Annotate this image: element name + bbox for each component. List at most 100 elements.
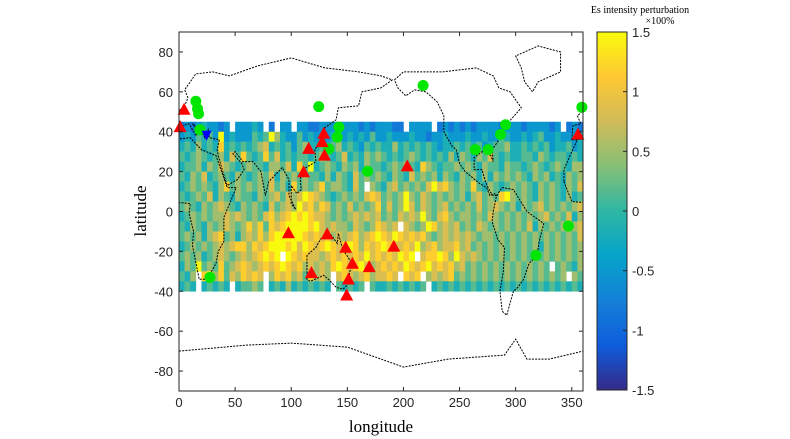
heatmap-cell (420, 141, 427, 152)
heatmap-cell (324, 251, 331, 262)
heatmap-cell (352, 241, 359, 252)
heatmap-cell (268, 201, 275, 212)
heatmap-cell (493, 231, 500, 242)
heatmap-cell (280, 271, 286, 282)
heatmap-cell (268, 131, 275, 142)
heatmap-cell (487, 281, 494, 292)
heatmap-cell (577, 221, 583, 232)
heatmap-cell (296, 221, 303, 232)
heatmap-cell (543, 281, 550, 292)
heatmap-cell (358, 201, 365, 212)
heatmap-cell (566, 281, 573, 292)
heatmap-cell (319, 241, 326, 252)
heatmap-cell (381, 161, 387, 172)
heatmap-cell (397, 151, 404, 162)
heatmap-cell (190, 131, 197, 142)
heatmap-cell (285, 151, 292, 162)
colorbar-unit: ×100% (646, 16, 675, 27)
heatmap-cell (184, 171, 191, 182)
heatmap-cell (285, 201, 292, 212)
heatmap-cell (526, 151, 533, 162)
heatmap-cell (381, 211, 387, 222)
heatmap-cell (246, 201, 253, 212)
heatmap-cell (498, 281, 505, 292)
heatmap-cell (296, 191, 303, 202)
heatmap-cell (268, 191, 275, 202)
heatmap-cell (358, 261, 365, 272)
green-circle-marker (333, 121, 345, 133)
heatmap-cell (347, 231, 354, 242)
heatmap-cell (482, 121, 488, 133)
heatmap-cell (341, 181, 348, 192)
heatmap-cell (515, 161, 522, 172)
heatmap-cell (504, 131, 511, 142)
heatmap-cell (526, 281, 533, 292)
heatmap-cell (375, 251, 382, 262)
heatmap-cell (201, 251, 208, 262)
heatmap-cell (364, 211, 371, 222)
heatmap-cell (392, 231, 399, 242)
heatmap-cell (392, 261, 399, 272)
red-triangle-marker (173, 120, 187, 133)
heatmap-cell (280, 221, 286, 232)
heatmap-cell (179, 151, 185, 162)
heatmap-cell (403, 231, 410, 242)
heatmap-cell (459, 231, 466, 242)
heatmap-cell (476, 221, 483, 232)
heatmap-cell (442, 211, 449, 222)
heatmap-cell (240, 201, 247, 212)
heatmap-cell (358, 281, 365, 292)
heatmap-cell (336, 211, 343, 222)
heatmap-cell (212, 231, 219, 242)
heatmap-cell (577, 201, 583, 212)
heatmap-cell (285, 281, 292, 292)
heatmap-cell (212, 141, 219, 152)
heatmap-cell (324, 271, 331, 282)
heatmap-cell (229, 211, 236, 222)
heatmap-cell (263, 181, 270, 192)
heatmap-cell (493, 271, 500, 282)
heatmap-cell (240, 221, 247, 232)
heatmap-cell (352, 231, 359, 242)
heatmap-cell (341, 131, 348, 142)
heatmap-cell (392, 281, 399, 292)
heatmap-cell (510, 261, 516, 272)
colorbar-tick-label: -1.5 (632, 383, 654, 398)
heatmap-cell (246, 191, 253, 202)
heatmap-cell (375, 131, 382, 142)
heatmap-cell (336, 171, 343, 182)
heatmap-cell (453, 281, 460, 292)
heatmap-cell (532, 241, 539, 252)
heatmap-cell (482, 221, 488, 232)
heatmap-cell (336, 201, 343, 212)
heatmap-cell (560, 271, 567, 282)
heatmap-cell (240, 131, 247, 142)
heatmap-cell (179, 251, 185, 262)
heatmap-cell (218, 201, 225, 212)
heatmap-cell (190, 181, 197, 192)
heatmap-cell (448, 241, 455, 252)
heatmap-cell (403, 241, 410, 252)
heatmap-cell (341, 251, 348, 262)
heatmap-cell (554, 191, 561, 202)
heatmap-cell (274, 201, 281, 212)
heatmap-cell (302, 271, 309, 282)
heatmap-cell (308, 171, 314, 182)
heatmap-cell (251, 241, 258, 252)
heatmap-cell (487, 271, 494, 282)
heatmap-cell (437, 261, 444, 272)
heatmap-cell (375, 181, 382, 192)
heatmap-cell (246, 251, 253, 262)
heatmap-cell (285, 171, 292, 182)
heatmap-cell (364, 191, 371, 202)
heatmap-cell (442, 181, 449, 192)
coastline (0, 68, 117, 196)
heatmap-cell (504, 281, 511, 292)
heatmap-cell (246, 231, 253, 242)
heatmap-cell (448, 231, 455, 242)
heatmap-cell (212, 251, 219, 262)
heatmap-cell (403, 171, 410, 182)
green-circle-marker (495, 129, 507, 141)
heatmap-cell (386, 151, 393, 162)
heatmap-cell (240, 241, 247, 252)
